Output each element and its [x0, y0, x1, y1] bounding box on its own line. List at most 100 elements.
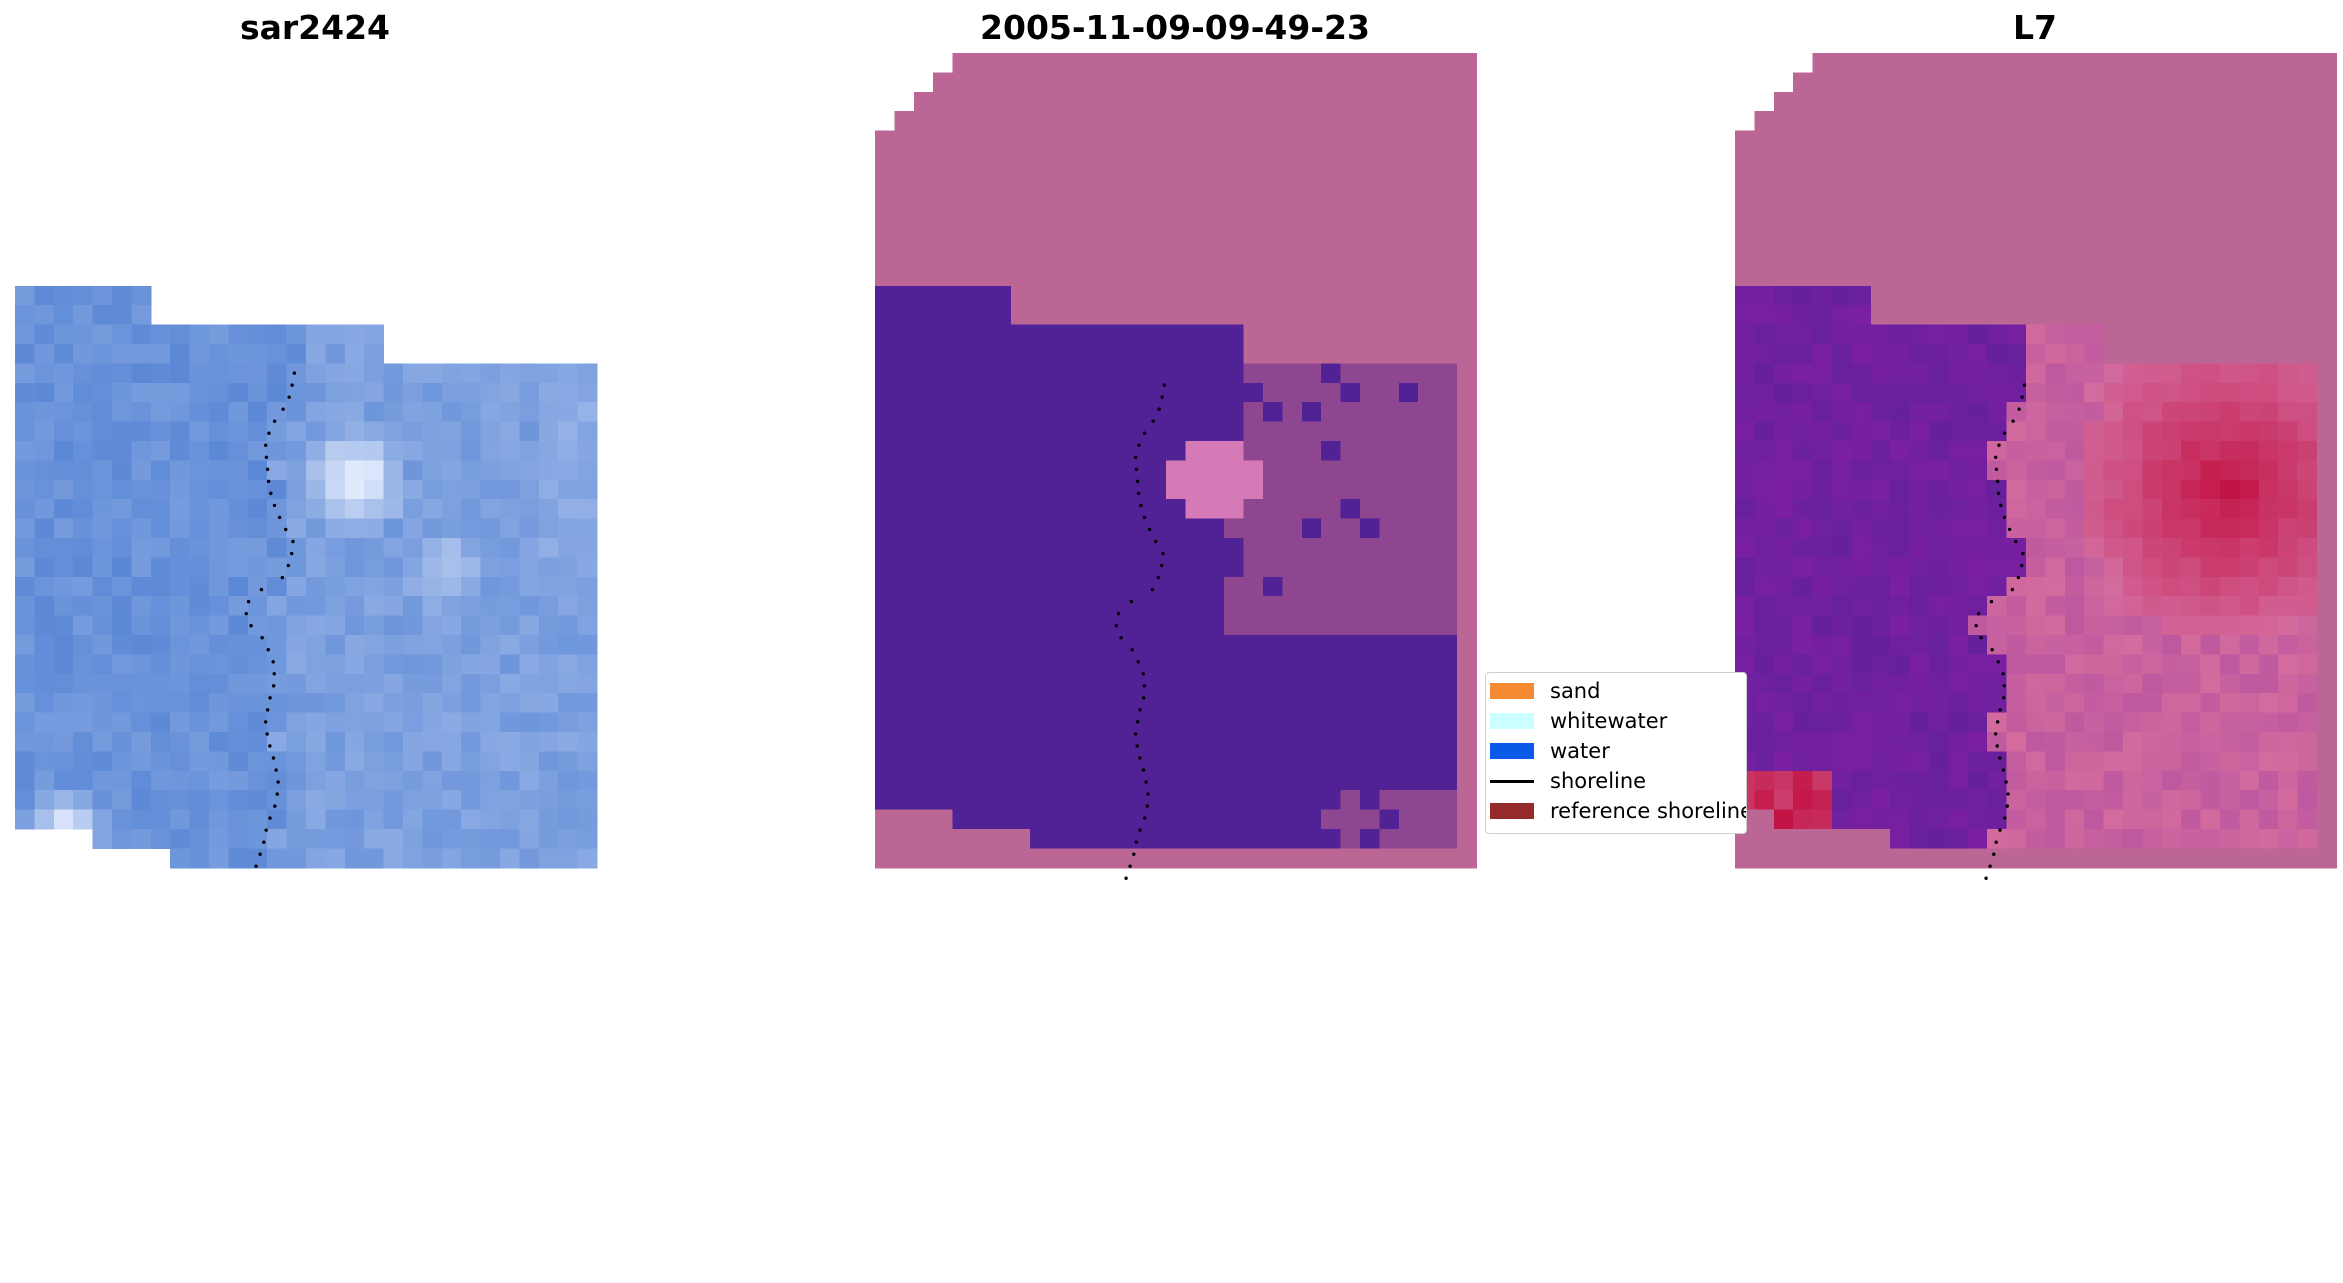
class-pixel: [1069, 635, 1089, 655]
class-pixel: [1088, 712, 1109, 733]
rgb-pixel: [403, 557, 423, 578]
class-pixel: [1088, 596, 1109, 617]
shoreline-dot: [272, 672, 276, 676]
class-pixel: [1263, 305, 1283, 326]
class-pixel: [1360, 111, 1380, 132]
index-pixel: [2220, 596, 2240, 617]
class-pixel: [1301, 654, 1322, 675]
class-pixel: [1146, 712, 1167, 733]
class-pixel: [1127, 382, 1148, 403]
class-pixel: [1301, 712, 1322, 733]
index-pixel: [2278, 363, 2299, 384]
class-pixel: [1379, 460, 1400, 481]
index-pixel: [1967, 770, 1988, 791]
rgb-pixel: [170, 712, 191, 733]
class-pixel: [991, 247, 1012, 267]
class-pixel: [1457, 208, 1477, 229]
class-pixel: [1069, 91, 1089, 112]
rgb-pixel: [53, 499, 74, 520]
rgb-pixel: [364, 441, 385, 461]
rgb-pixel: [325, 635, 346, 655]
class-pixel: [1069, 460, 1089, 481]
class-pixel: [1360, 809, 1380, 830]
index-pixel: [2317, 635, 2337, 655]
index-pixel: [1890, 91, 1911, 112]
index-pixel: [1909, 538, 1930, 558]
rgb-pixel: [34, 382, 55, 403]
class-pixel: [1437, 208, 1458, 229]
class-pixel: [913, 499, 934, 520]
class-pixel: [1321, 751, 1342, 772]
index-pixel: [2142, 732, 2163, 752]
index-pixel: [2084, 188, 2105, 209]
index-pixel: [2084, 363, 2105, 384]
index-pixel: [2142, 285, 2163, 306]
rgb-pixel: [53, 305, 74, 326]
class-pixel: [1340, 130, 1361, 151]
index-pixel: [1890, 150, 1911, 170]
rgb-pixel: [500, 673, 520, 694]
index-pixel: [1832, 305, 1852, 326]
index-pixel: [1890, 324, 1911, 345]
rgb-pixel: [480, 576, 501, 597]
class-pixel: [1010, 770, 1031, 791]
class-pixel: [952, 460, 973, 481]
class-pixel: [1301, 790, 1322, 811]
index-pixel: [2045, 208, 2066, 229]
rgb-pixel: [228, 441, 249, 461]
index-pixel: [1987, 732, 2008, 752]
index-pixel: [1773, 829, 1794, 849]
index-pixel: [1851, 266, 1872, 287]
class-pixel: [972, 344, 992, 364]
rgb-pixel: [267, 635, 288, 655]
index-pixel: [2200, 615, 2221, 636]
rgb-pixel: [422, 654, 443, 675]
class-pixel: [1088, 227, 1109, 248]
class-pixel: [1049, 53, 1070, 73]
rgb-pixel: [558, 848, 579, 869]
index-pixel: [1735, 635, 1755, 655]
class-pixel: [1282, 344, 1303, 364]
rgb-pixel: [92, 538, 113, 558]
class-pixel: [1146, 111, 1167, 132]
class-pixel: [1107, 305, 1128, 326]
class-pixel: [1185, 576, 1206, 597]
rgb-pixel: [344, 324, 365, 345]
index-pixel: [1735, 848, 1755, 869]
index-pixel: [2045, 169, 2066, 190]
index-pixel: [1812, 344, 1833, 364]
index-pixel: [2064, 266, 2085, 287]
class-pixel: [1166, 693, 1186, 714]
class-pixel: [1030, 770, 1051, 791]
class-pixel: [1010, 305, 1031, 326]
index-pixel: [2006, 829, 2027, 849]
index-pixel: [1870, 751, 1891, 772]
rgb-pixel: [73, 790, 94, 811]
index-pixel: [1832, 421, 1852, 442]
rgb-pixel: [441, 441, 462, 461]
index-pixel: [1909, 460, 1930, 481]
index-pixel: [2220, 150, 2240, 170]
class-pixel: [952, 130, 973, 151]
class-pixel: [1321, 111, 1342, 132]
index-pixel: [1773, 615, 1794, 636]
index-pixel: [2239, 72, 2260, 93]
rgb-pixel: [577, 809, 598, 830]
class-pixel: [1282, 324, 1303, 345]
rgb-pixel: [422, 751, 443, 772]
rgb-pixel: [150, 770, 171, 791]
index-pixel: [1793, 188, 1814, 209]
class-pixel: [1146, 91, 1167, 112]
index-pixel: [2200, 460, 2221, 481]
class-pixel: [1185, 635, 1206, 655]
index-pixel: [2317, 285, 2337, 306]
index-pixel: [1890, 790, 1911, 811]
class-pixel: [1360, 227, 1380, 248]
rgb-pixel: [538, 460, 559, 481]
class-pixel: [1418, 91, 1439, 112]
index-pixel: [1793, 227, 1814, 248]
shoreline-dot: [259, 587, 264, 592]
rgb-pixel: [73, 751, 94, 772]
rgb-pixel: [461, 693, 482, 714]
class-pixel: [1263, 324, 1283, 345]
